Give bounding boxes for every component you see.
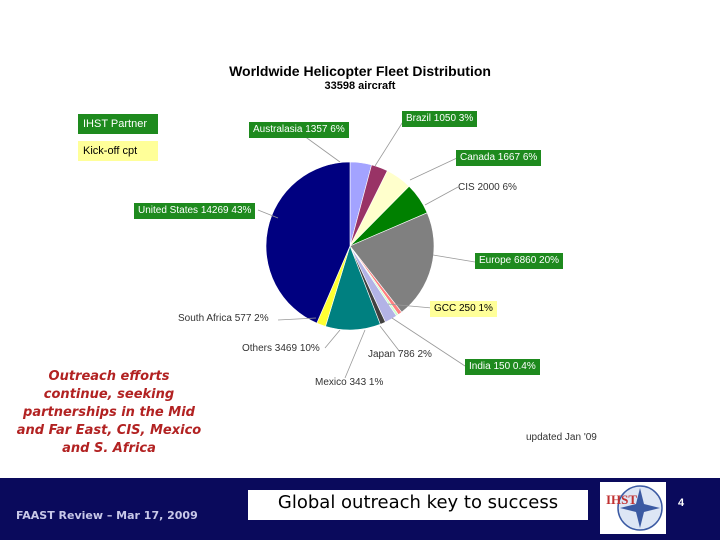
chart-subtitle: 33598 aircraft [324, 80, 396, 92]
label-south-africa: South Africa 577 2% [178, 313, 269, 324]
label-cis: CIS 2000 6% [458, 182, 517, 193]
leader-line-8 [344, 329, 366, 379]
footer-headline: Global outreach key to success [248, 490, 588, 520]
label-gcc: GCC 250 1% [430, 301, 497, 317]
logo-text: IHST [606, 492, 637, 507]
leader-line-11 [257, 209, 279, 219]
footer-event: FAAST Review – Mar 17, 2009 [16, 509, 198, 522]
label-india: India 150 0.4% [465, 359, 540, 375]
legend-ihst-partner: IHST Partner [78, 114, 158, 134]
label-mexico: Mexico 343 1% [315, 377, 384, 388]
leader-line-7 [379, 325, 401, 353]
label-brazil: Brazil 1050 3% [402, 111, 478, 127]
leader-line-5 [387, 303, 433, 309]
chart-title: Worldwide Helicopter Fleet Distribution [229, 63, 491, 79]
leader-line-1 [374, 119, 405, 167]
label-europe: Europe 6860 20% [475, 253, 564, 269]
leader-line-2 [409, 157, 458, 181]
legend-kickoff: Kick-off cpt [78, 141, 158, 161]
label-australasia: Australasia 1357 6% [249, 122, 349, 138]
pie-slice-11 [265, 161, 351, 324]
leader-line-3 [424, 186, 459, 206]
label-japan: Japan 786 2% [368, 349, 432, 360]
pie-slice-4 [349, 212, 435, 313]
outreach-note: Outreach efforts continue, seeking partn… [16, 369, 202, 456]
leader-line-9 [324, 329, 341, 349]
updated-note: updated Jan '09 [526, 432, 597, 443]
label-united-states: United States 14269 43% [134, 203, 256, 219]
label-canada: Canada 1667 6% [456, 150, 542, 166]
leader-line-6 [391, 317, 466, 367]
leader-line-10 [277, 317, 317, 321]
page-number: 4 [678, 497, 685, 509]
ihst-logo-icon: IHST [600, 482, 666, 534]
label-others: Others 3469 10% [242, 343, 320, 354]
leader-line-4 [432, 254, 476, 263]
